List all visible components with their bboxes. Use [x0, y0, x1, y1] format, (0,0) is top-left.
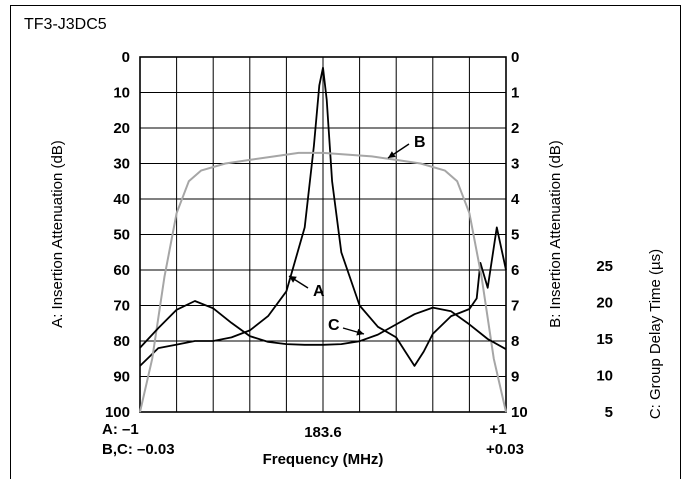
y-left-tick-label: 60	[113, 262, 130, 279]
y-right-b-tick-label: 2	[511, 120, 519, 137]
y-right-c-tick-label: 5	[605, 404, 613, 421]
y-right-b-tick-label: 4	[511, 191, 520, 208]
y-right-c-tick-label: 25	[596, 258, 613, 275]
y-right-b-tick-label: 10	[511, 404, 528, 421]
annotation-arrowhead-C	[356, 329, 364, 336]
annotation-label-C: C	[328, 317, 340, 334]
y-left-tick-label: 90	[113, 369, 130, 386]
x-center-label: 183.6	[304, 424, 342, 441]
y-left-tick-label: 70	[113, 298, 130, 315]
y-left-tick-label: 20	[113, 120, 130, 137]
y-left-tick-label: 40	[113, 191, 130, 208]
y-right-b-tick-label: 7	[511, 298, 519, 315]
y-right-b-tick-label: 1	[511, 85, 519, 102]
y-right-b-tick-label: 0	[511, 49, 519, 66]
chart-grid	[140, 57, 506, 412]
y-right-b-tick-label: 5	[511, 227, 519, 244]
annotation-label-A: A	[313, 283, 325, 300]
y-right-c-tick-label: 10	[596, 368, 613, 385]
y-right-c-tick-label: 15	[596, 331, 613, 348]
y-right-c-tick-label: 20	[596, 295, 613, 312]
y-left-tick-label: 0	[122, 49, 130, 66]
y-right-b-tick-label: 9	[511, 369, 519, 386]
x-axis-label: Frequency (MHz)	[263, 451, 384, 468]
y-left-tick-label: 50	[113, 227, 130, 244]
y-left-tick-label: 10	[113, 85, 130, 102]
x-max-label-bc: +0.03	[486, 441, 524, 458]
y-left-tick-label: 80	[113, 333, 130, 350]
y-right-b-axis-label: B: Insertion Attenuation (dB)	[547, 140, 564, 328]
annotation-label-B: B	[414, 134, 426, 151]
y-right-b-tick-label: 3	[511, 156, 519, 173]
y-left-axis-label: A: Insertion Attenuation (dB)	[49, 140, 66, 328]
y-right-b-tick-label: 6	[511, 262, 519, 279]
x-max-label-a: +1	[489, 421, 506, 438]
annotation-arrowhead-B	[388, 151, 396, 158]
y-left-tick-labels: 0 10 20 30 40 50 60 70 80 90 100	[105, 49, 130, 421]
x-min-label-bc: B,C: –0.03	[102, 441, 175, 458]
y-right-c-tick-labels: 5 10 15 20 25	[596, 258, 613, 421]
y-right-c-axis-label: C: Group Delay Time (µs)	[647, 249, 664, 419]
y-left-tick-label: 30	[113, 156, 130, 173]
y-right-b-tick-labels: 0 1 2 3 4 5 6 7 8 9 10	[511, 49, 528, 421]
x-min-label-a: A: –1	[102, 421, 139, 438]
figure-id-label: TF3-J3DC5	[24, 16, 107, 33]
y-right-b-tick-label: 8	[511, 333, 519, 350]
y-left-tick-label: 100	[105, 404, 130, 421]
